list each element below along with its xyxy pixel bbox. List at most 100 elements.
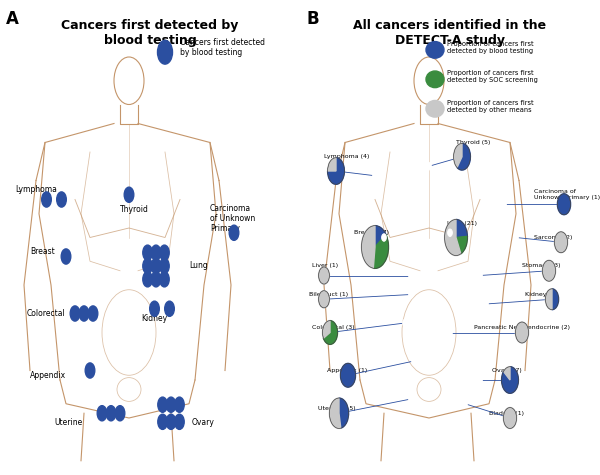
Ellipse shape xyxy=(426,42,444,58)
Ellipse shape xyxy=(426,71,444,87)
Ellipse shape xyxy=(426,101,444,117)
Circle shape xyxy=(175,397,184,412)
Text: All cancers identified in the
DETECT-A study: All cancers identified in the DETECT-A s… xyxy=(353,19,547,47)
Wedge shape xyxy=(503,367,510,380)
Circle shape xyxy=(157,40,173,64)
Wedge shape xyxy=(456,219,467,238)
Wedge shape xyxy=(319,267,329,284)
Circle shape xyxy=(514,234,518,241)
Wedge shape xyxy=(557,194,571,215)
Circle shape xyxy=(42,192,52,207)
Wedge shape xyxy=(373,235,388,268)
Text: Bile Duct (1): Bile Duct (1) xyxy=(309,292,348,297)
Text: Ovary (7): Ovary (7) xyxy=(492,368,522,373)
Circle shape xyxy=(164,301,175,316)
Circle shape xyxy=(158,397,167,412)
Text: Colorectal (3): Colorectal (3) xyxy=(312,325,355,330)
Wedge shape xyxy=(515,322,529,343)
Circle shape xyxy=(150,301,160,316)
Text: A: A xyxy=(6,10,19,28)
Text: Pancreatic Neuroendocrine (2): Pancreatic Neuroendocrine (2) xyxy=(474,325,570,330)
Wedge shape xyxy=(545,289,552,310)
Circle shape xyxy=(158,414,167,429)
Circle shape xyxy=(403,319,407,327)
Text: Proportion of cancers first
detected by other means: Proportion of cancers first detected by … xyxy=(447,100,533,113)
Wedge shape xyxy=(341,363,355,387)
Circle shape xyxy=(88,306,98,321)
Circle shape xyxy=(115,406,125,421)
Circle shape xyxy=(61,249,71,264)
Circle shape xyxy=(175,414,184,429)
Wedge shape xyxy=(456,237,467,254)
Circle shape xyxy=(478,272,482,279)
Circle shape xyxy=(70,306,80,321)
Circle shape xyxy=(409,272,413,279)
Circle shape xyxy=(373,172,377,180)
Circle shape xyxy=(502,200,506,208)
Wedge shape xyxy=(554,232,568,253)
Circle shape xyxy=(412,357,416,365)
Text: Bladder (1): Bladder (1) xyxy=(489,411,524,416)
Wedge shape xyxy=(328,158,336,171)
Wedge shape xyxy=(552,289,559,310)
Circle shape xyxy=(160,272,169,287)
Text: Breast (27): Breast (27) xyxy=(354,230,389,235)
Text: Thyroid: Thyroid xyxy=(120,205,149,213)
Circle shape xyxy=(143,272,152,287)
Circle shape xyxy=(427,162,431,170)
Wedge shape xyxy=(502,367,518,393)
Text: Stomach (3): Stomach (3) xyxy=(522,264,560,268)
Circle shape xyxy=(382,234,386,241)
Text: Uterine: Uterine xyxy=(54,418,82,427)
Text: Kidney (2): Kidney (2) xyxy=(525,292,557,297)
Text: Lymphoma: Lymphoma xyxy=(15,186,57,194)
Wedge shape xyxy=(323,321,337,344)
Circle shape xyxy=(484,300,488,308)
Wedge shape xyxy=(454,143,462,168)
Circle shape xyxy=(160,245,169,260)
Circle shape xyxy=(85,363,95,378)
Text: Colorectal: Colorectal xyxy=(27,309,66,318)
Circle shape xyxy=(160,258,169,274)
Circle shape xyxy=(124,187,134,202)
Circle shape xyxy=(166,397,176,412)
Circle shape xyxy=(448,229,452,237)
Wedge shape xyxy=(457,143,470,170)
Text: Lung: Lung xyxy=(189,262,208,270)
Circle shape xyxy=(409,291,413,298)
Circle shape xyxy=(448,329,452,336)
Text: Proportion of cancers first
detected by blood testing: Proportion of cancers first detected by … xyxy=(447,41,533,54)
Circle shape xyxy=(151,245,161,260)
Circle shape xyxy=(106,406,116,421)
Text: Cancers first detected
by blood testing: Cancers first detected by blood testing xyxy=(180,38,265,57)
Circle shape xyxy=(143,258,152,274)
Wedge shape xyxy=(503,408,517,428)
Circle shape xyxy=(79,306,89,321)
Text: Carcinoma of
Unknown Primary (1): Carcinoma of Unknown Primary (1) xyxy=(534,190,600,200)
Text: Thyroid (5): Thyroid (5) xyxy=(456,140,490,145)
Text: Proportion of cancers first
detected by SOC screening: Proportion of cancers first detected by … xyxy=(447,70,538,84)
Circle shape xyxy=(97,406,107,421)
Text: Uterine (15): Uterine (15) xyxy=(318,406,356,411)
Text: Lung (21): Lung (21) xyxy=(447,221,477,226)
Wedge shape xyxy=(375,226,386,247)
Wedge shape xyxy=(319,291,329,308)
Text: Appendix (1): Appendix (1) xyxy=(327,368,367,373)
Circle shape xyxy=(151,258,161,274)
Text: Sarcoma (2): Sarcoma (2) xyxy=(534,235,572,240)
Text: Cancers first detected by
blood testing: Cancers first detected by blood testing xyxy=(61,19,239,47)
Circle shape xyxy=(166,414,176,429)
Wedge shape xyxy=(339,398,349,428)
Text: Appendix: Appendix xyxy=(30,371,66,380)
Text: Lymphoma (4): Lymphoma (4) xyxy=(324,154,370,159)
Wedge shape xyxy=(445,219,461,256)
Circle shape xyxy=(463,400,467,408)
Text: Kidney: Kidney xyxy=(141,314,167,323)
Circle shape xyxy=(56,192,67,207)
Text: B: B xyxy=(306,10,319,28)
Circle shape xyxy=(143,245,152,260)
Wedge shape xyxy=(323,321,330,338)
Circle shape xyxy=(229,225,239,240)
Wedge shape xyxy=(362,226,375,268)
Wedge shape xyxy=(542,260,556,281)
